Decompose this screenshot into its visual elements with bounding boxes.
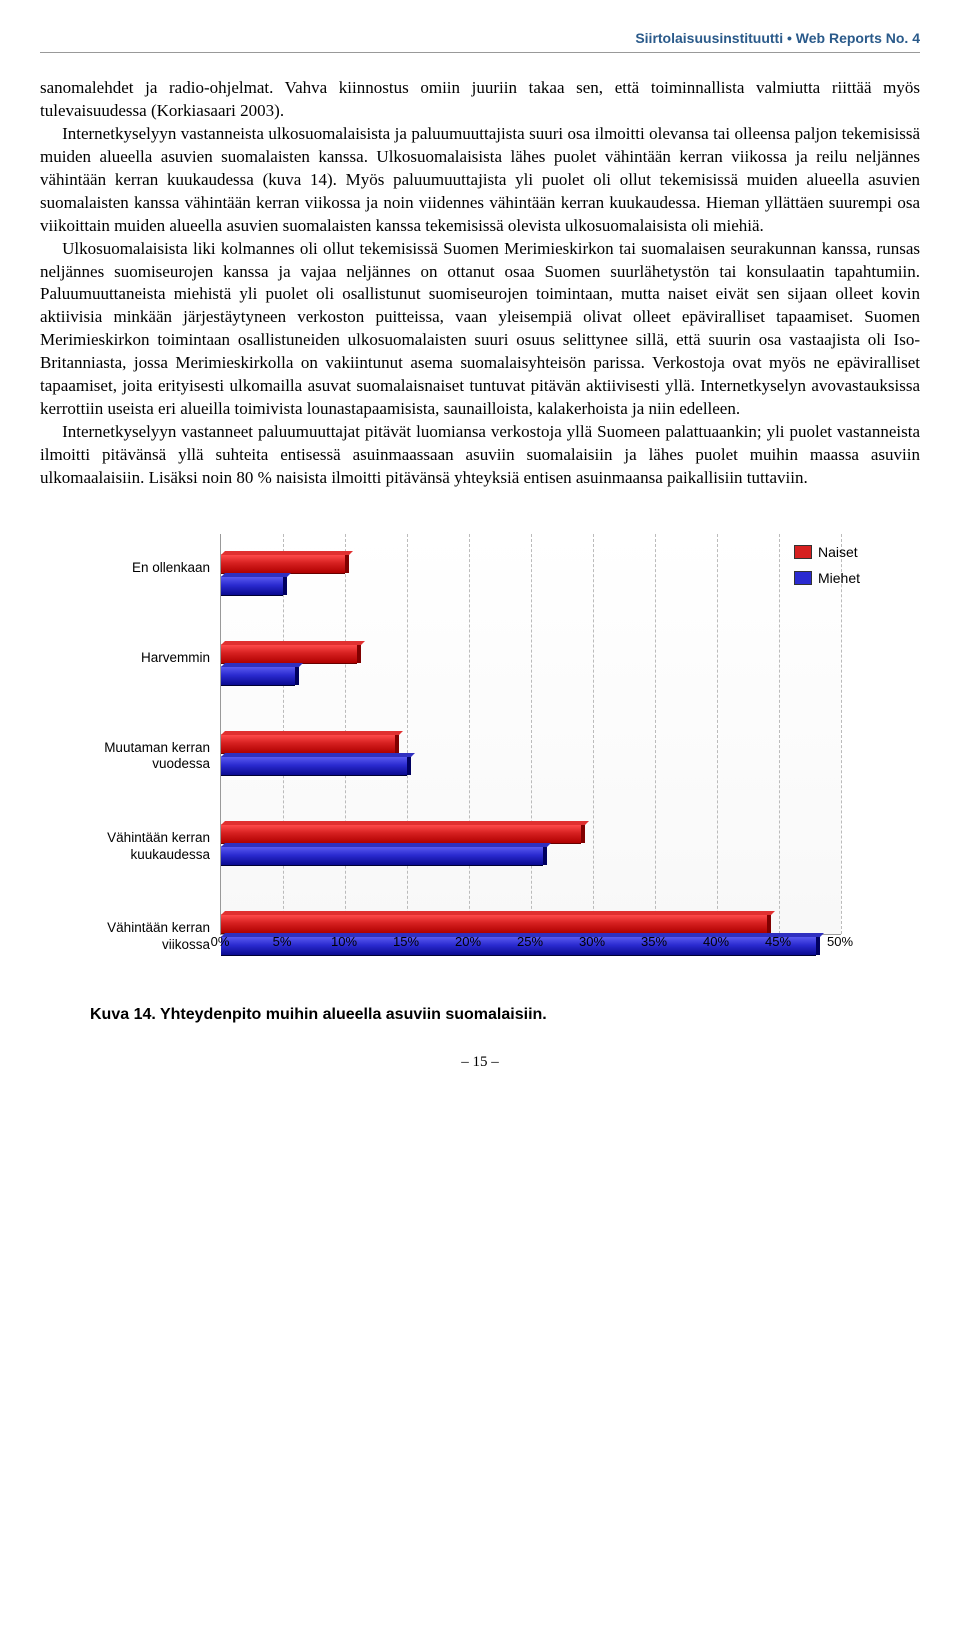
legend-label-naiset: Naiset [818,544,858,560]
bar-naiset [221,824,581,844]
running-header: Siirtolaisuusinstituutti • Web Reports N… [40,30,920,53]
bar-naiset [221,914,767,934]
bar-miehet [221,576,283,596]
bar-naiset [221,554,345,574]
y-category-label: Vähintään kerran viikossa [90,920,210,952]
gridline [655,534,656,934]
x-tick-label: 20% [455,934,481,949]
gridline [469,534,470,934]
paragraph-3: Ulkosuomalaisista liki kolmannes oli oll… [40,238,920,422]
page: Siirtolaisuusinstituutti • Web Reports N… [0,0,960,1111]
bar-miehet [221,666,295,686]
gridline [531,534,532,934]
paragraph-2: Internetkyselyyn vastanneista ulkosuomal… [40,123,920,238]
legend-swatch-blue [794,571,812,585]
page-number: – 15 – [40,1054,920,1071]
y-category-label: Harvemmin [90,650,210,666]
x-tick-label: 0% [211,934,230,949]
legend: Naiset Miehet [794,544,860,596]
bar-miehet [221,846,543,866]
bar-miehet [221,756,407,776]
chart-14: Naiset Miehet 0% 5% 10% 15% 20% 25% 30% 35% 40% 4… [90,524,870,1024]
y-category-label: En ollenkaan [90,560,210,576]
x-tick-label: 40% [703,934,729,949]
x-tick-label: 25% [517,934,543,949]
plot-area [220,534,841,935]
y-category-label: Vähintään kerran kuukaudessa [90,830,210,862]
x-tick-label: 45% [765,934,791,949]
bar-naiset [221,644,357,664]
x-tick-label: 35% [641,934,667,949]
gridline [407,534,408,934]
x-tick-label: 15% [393,934,419,949]
x-tick-label: 5% [273,934,292,949]
bar-naiset [221,734,395,754]
x-tick-label: 10% [331,934,357,949]
figure-caption: Kuva 14. Yhteydenpito muihin alueella as… [90,1006,870,1024]
chart-area: Naiset Miehet 0% 5% 10% 15% 20% 25% 30% 35% 40% 4… [90,524,870,984]
gridline [779,534,780,934]
gridline [717,534,718,934]
legend-miehet: Miehet [794,570,860,586]
paragraph-1: sanomalehdet ja radio-ohjelmat. Vahva ki… [40,77,920,123]
paragraph-4: Internetkyselyyn vastanneet paluumuuttaj… [40,421,920,490]
gridline [593,534,594,934]
x-tick-label: 50% [827,934,853,949]
legend-label-miehet: Miehet [818,570,860,586]
legend-swatch-red [794,545,812,559]
y-category-label: Muutaman kerran vuodessa [90,740,210,772]
x-tick-label: 30% [579,934,605,949]
legend-naiset: Naiset [794,544,860,560]
